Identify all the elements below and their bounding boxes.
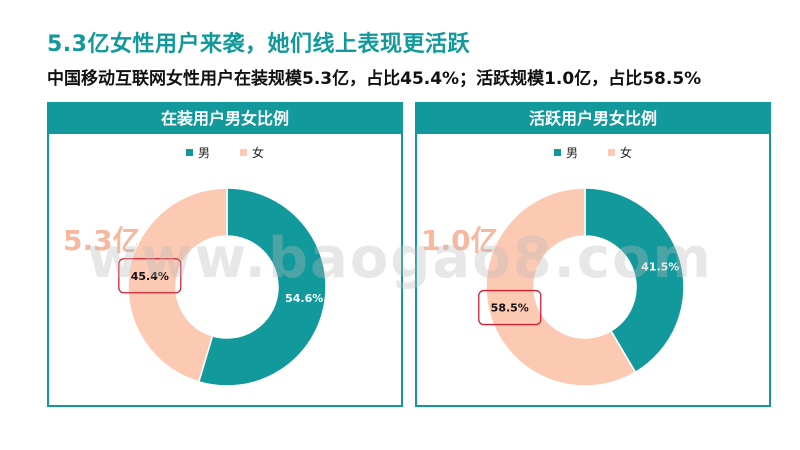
- legend-label-female: 女: [252, 146, 265, 160]
- installed-chart-title: 在装用户男女比例: [49, 104, 401, 134]
- active-users-panel: 活跃用户男女比例 男 女 1.0亿 41.5% 58.5%: [415, 102, 771, 407]
- legend-item-male: 男: [553, 144, 578, 161]
- active-donut-chart: 41.5% 58.5%: [478, 187, 685, 387]
- installed-legend: 男 女: [49, 144, 401, 161]
- legend-label-male: 男: [197, 146, 210, 160]
- donut-slice-male: [197, 187, 327, 387]
- highlight-box-female: [118, 258, 182, 294]
- installed-users-panel: 在装用户男女比例 男 女 5.3亿 54.6% 45.4%: [47, 102, 403, 407]
- active-legend: 男 女: [417, 144, 769, 161]
- legend-swatch-female: [240, 149, 247, 156]
- active-scale-label: 1.0亿: [421, 224, 499, 257]
- slide-subtitle: 中国移动互联网女性用户在装规模5.3亿，占比45.4%；活跃规模1.0亿，占比5…: [47, 69, 702, 89]
- legend-item-female: 女: [240, 144, 264, 161]
- active-chart-title: 活跃用户男女比例: [417, 104, 769, 134]
- legend-swatch-male: [185, 149, 193, 156]
- highlight-box-female: [478, 289, 542, 326]
- slide-title: 5.3亿女性用户来袭，她们线上表现更活跃: [47, 32, 470, 57]
- data-label-male: 54.6%: [285, 292, 323, 305]
- legend-label-male: 男: [565, 146, 578, 160]
- legend-swatch-male: [553, 149, 561, 156]
- legend-item-male: 男: [185, 144, 210, 161]
- legend-label-female: 女: [620, 146, 633, 160]
- data-label-female: 45.4%: [131, 270, 169, 283]
- installed-donut-chart: 54.6% 45.4%: [118, 187, 327, 387]
- donut-slice-male: [584, 187, 685, 374]
- donut-slice-female: [485, 187, 637, 387]
- data-label-male: 41.5%: [641, 260, 679, 273]
- installed-scale-label: 5.3亿: [63, 224, 141, 257]
- donut-slice-female: [127, 187, 228, 383]
- legend-item-female: 女: [608, 144, 632, 161]
- legend-swatch-female: [608, 149, 615, 156]
- data-label-female: 58.5%: [491, 302, 529, 315]
